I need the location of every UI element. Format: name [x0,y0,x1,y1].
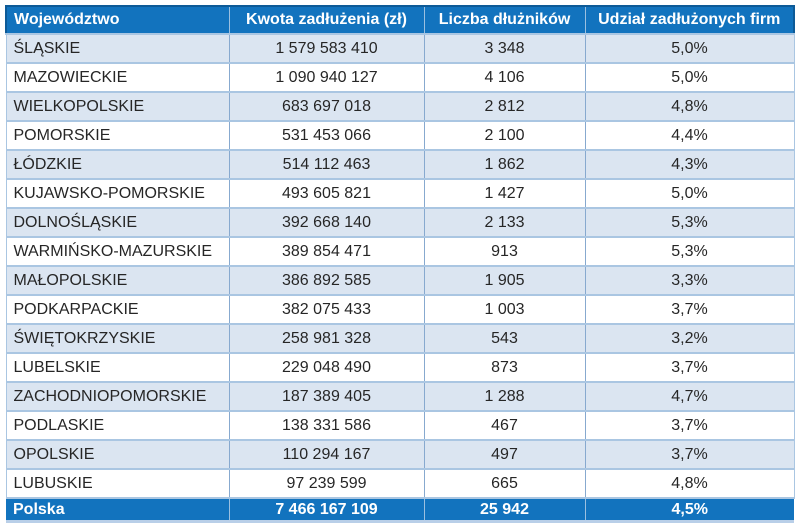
header-debt-amount: Kwota zadłużenia (zł) [228,5,424,35]
debt-amount: 110 294 167 [228,440,424,470]
debt-amount: 258 981 328 [228,324,424,354]
debt-amount: 389 854 471 [228,237,424,267]
debtor-count: 2 812 [423,92,585,122]
debtor-count: 2 100 [423,121,585,151]
table-footer: Polska 7 466 167 109 25 942 4,5% [6,498,794,522]
debt-amount: 493 605 821 [228,179,424,209]
debtor-count: 543 [423,324,585,354]
table-row: OPOLSKIE 110 294 167 497 3,7% [5,440,795,470]
voivodeship-name: MAŁOPOLSKIE [5,266,229,296]
debtor-count: 873 [423,353,585,383]
header-voivodeship: Województwo [5,5,229,35]
table-row: PODLASKIE 138 331 586 467 3,7% [5,411,795,441]
debt-amount: 531 453 066 [228,121,424,151]
header-debtor-count: Liczba dłużników [423,5,585,35]
table-row: WARMIŃSKO-MAZURSKIE 389 854 471 913 5,3% [5,237,795,267]
voivodeship-name: DOLNOŚLĄSKIE [5,208,229,238]
debtor-share: 4,7% [584,382,795,412]
total-debt-amount: 7 466 167 109 [228,498,424,522]
debtor-count: 665 [423,469,585,499]
voivodeship-name: PODKARPACKIE [5,295,229,325]
debt-amount: 1 090 940 127 [228,63,424,93]
table-row: POMORSKIE 531 453 066 2 100 4,4% [5,121,795,151]
table-row: WIELKOPOLSKIE 683 697 018 2 812 4,8% [5,92,795,122]
debtor-share: 3,3% [584,266,795,296]
table-row: ZACHODNIOPOMORSKIE 187 389 405 1 288 4,7… [5,382,795,412]
voivodeship-name: POMORSKIE [5,121,229,151]
debtor-share: 5,3% [584,237,795,267]
voivodeship-name: ŚWIĘTOKRZYSKIE [5,324,229,354]
table-row: PODKARPACKIE 382 075 433 1 003 3,7% [5,295,795,325]
data-table: Województwo Kwota zadłużenia (zł) Liczba… [5,5,795,523]
debt-amount: 392 668 140 [228,208,424,238]
debtor-share: 4,8% [584,469,795,499]
debtor-count: 3 348 [423,34,585,64]
voivodeship-name: OPOLSKIE [5,440,229,470]
debtor-count: 497 [423,440,585,470]
table-body: ŚLĄSKIE 1 579 583 410 3 348 5,0% MAZOWIE… [5,34,795,499]
debtor-share: 5,0% [584,63,795,93]
debt-amount: 1 579 583 410 [228,34,424,64]
debtor-count: 1 288 [423,382,585,412]
header-row: Województwo Kwota zadłużenia (zł) Liczba… [5,5,795,35]
debt-amount: 229 048 490 [228,353,424,383]
table-row: LUBUSKIE 97 239 599 665 4,8% [5,469,795,499]
total-row: Polska 7 466 167 109 25 942 4,5% [6,498,794,522]
debtor-count: 1 427 [423,179,585,209]
total-debtor-share: 4,5% [584,498,794,522]
table-row: LUBELSKIE 229 048 490 873 3,7% [5,353,795,383]
debtor-share: 3,7% [584,440,795,470]
debtor-share: 4,8% [584,92,795,122]
voivodeship-name: WARMIŃSKO-MAZURSKIE [5,237,229,267]
debtor-share: 3,2% [584,324,795,354]
table-row: DOLNOŚLĄSKIE 392 668 140 2 133 5,3% [5,208,795,238]
table-row: MAZOWIECKIE 1 090 940 127 4 106 5,0% [5,63,795,93]
table-row: ŁÓDZKIE 514 112 463 1 862 4,3% [5,150,795,180]
voivodeship-name: ŁÓDZKIE [5,150,229,180]
debtor-count: 1 905 [423,266,585,296]
voivodeship-name: LUBELSKIE [5,353,229,383]
debt-amount: 382 075 433 [228,295,424,325]
voivodeship-name: WIELKOPOLSKIE [5,92,229,122]
debtor-share: 4,3% [584,150,795,180]
debtor-share: 5,3% [584,208,795,238]
debtor-count: 4 106 [423,63,585,93]
debtor-share: 3,7% [584,411,795,441]
debt-amount: 97 239 599 [228,469,424,499]
voivodeship-name: PODLASKIE [5,411,229,441]
voivodeship-name: MAZOWIECKIE [5,63,229,93]
voivodeship-name: ŚLĄSKIE [5,34,229,64]
debtor-count: 2 133 [423,208,585,238]
debtor-share: 3,7% [584,353,795,383]
header-debtor-share: Udział zadłużonych firm [584,5,795,35]
table-row: MAŁOPOLSKIE 386 892 585 1 905 3,3% [5,266,795,296]
debtor-count: 1 862 [423,150,585,180]
debtor-count: 467 [423,411,585,441]
debt-amount: 187 389 405 [228,382,424,412]
table-row: KUJAWSKO-POMORSKIE 493 605 821 1 427 5,0… [5,179,795,209]
voivodeship-name: ZACHODNIOPOMORSKIE [5,382,229,412]
debt-amount: 386 892 585 [228,266,424,296]
debt-amount: 514 112 463 [228,150,424,180]
debtor-share: 3,7% [584,295,795,325]
debt-by-voivodeship-table: Województwo Kwota zadłużenia (zł) Liczba… [5,5,795,523]
debtor-count: 1 003 [423,295,585,325]
total-debtor-count: 25 942 [423,498,585,522]
table-row: ŚWIĘTOKRZYSKIE 258 981 328 543 3,2% [5,324,795,354]
debtor-count: 913 [423,237,585,267]
voivodeship-name: KUJAWSKO-POMORSKIE [5,179,229,209]
total-label: Polska [6,498,229,522]
debtor-share: 5,0% [584,179,795,209]
debt-amount: 683 697 018 [228,92,424,122]
debtor-share: 5,0% [584,34,795,64]
table-row: ŚLĄSKIE 1 579 583 410 3 348 5,0% [5,34,795,64]
debt-amount: 138 331 586 [228,411,424,441]
voivodeship-name: LUBUSKIE [5,469,229,499]
debtor-share: 4,4% [584,121,795,151]
table-header: Województwo Kwota zadłużenia (zł) Liczba… [5,5,795,35]
